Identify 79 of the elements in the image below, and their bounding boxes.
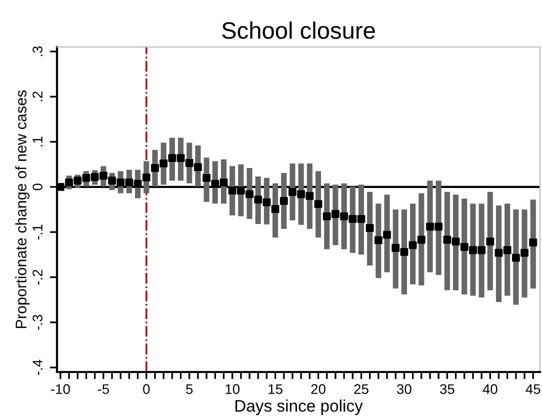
point (434, 222, 443, 231)
point (348, 215, 357, 223)
point (357, 215, 366, 223)
point (486, 238, 494, 246)
y-tick-label: .2 (32, 92, 42, 102)
point (469, 246, 477, 254)
x-tick-label: 30 (397, 384, 412, 394)
y-tick-label: -.3 (32, 314, 42, 330)
y-tick-label: -.4 (32, 360, 42, 375)
y-tick-label: -.1 (32, 224, 42, 240)
y-tick-label: 0 (32, 184, 42, 190)
point (151, 164, 159, 172)
point (374, 236, 382, 244)
x-tick-label: 45 (526, 384, 540, 394)
point (168, 154, 176, 162)
point (417, 236, 426, 244)
point (65, 178, 73, 186)
point (408, 241, 417, 250)
point (246, 190, 254, 198)
point (383, 230, 391, 239)
x-tick-label: 20 (311, 384, 326, 394)
point (478, 246, 486, 254)
point (90, 173, 99, 181)
point (125, 178, 134, 186)
point (74, 176, 82, 185)
chart-title: School closure (222, 22, 375, 39)
point (142, 174, 150, 182)
point (236, 186, 245, 194)
point (452, 238, 460, 246)
y-tick-label: .3 (32, 46, 42, 56)
point (228, 186, 236, 194)
y-tick-label: .1 (32, 136, 42, 146)
y-tick-label: -.2 (32, 270, 42, 285)
point (443, 236, 452, 244)
point (116, 178, 125, 186)
point (520, 248, 528, 257)
point (460, 243, 468, 251)
point (280, 196, 288, 205)
point (194, 163, 202, 172)
x-tick-label: -10 (51, 384, 70, 394)
point (160, 160, 168, 168)
x-tick-label: 15 (268, 384, 282, 394)
point (322, 212, 331, 220)
x-axis-title: Days since policy (235, 400, 363, 416)
point (400, 248, 408, 256)
point (426, 222, 434, 231)
point (306, 192, 314, 200)
point (314, 200, 322, 208)
point (288, 188, 296, 196)
y-axis-title: Proportionate change of new cases (15, 90, 30, 328)
point (176, 154, 185, 162)
x-tick-label: 25 (354, 384, 368, 394)
point (494, 248, 503, 257)
point (185, 159, 194, 167)
x-tick-label: 10 (226, 384, 240, 394)
point (82, 174, 90, 182)
point (529, 238, 538, 246)
x-tick-label: 35 (440, 384, 454, 394)
point (57, 182, 64, 191)
point (108, 176, 116, 185)
point (99, 172, 108, 180)
point (392, 244, 400, 252)
point (366, 224, 374, 232)
x-tick-label: 5 (186, 384, 193, 394)
point (340, 212, 348, 220)
point (512, 254, 520, 262)
point (262, 198, 271, 206)
point (220, 178, 228, 186)
x-tick-label: -5 (98, 384, 109, 394)
point (254, 196, 262, 204)
point (211, 180, 220, 188)
point (202, 174, 210, 182)
point (332, 210, 340, 218)
point (297, 190, 306, 198)
x-tick-label: 0 (143, 384, 150, 394)
point (503, 246, 512, 254)
point (271, 205, 280, 213)
point (134, 180, 142, 188)
x-tick-label: 40 (482, 384, 498, 394)
